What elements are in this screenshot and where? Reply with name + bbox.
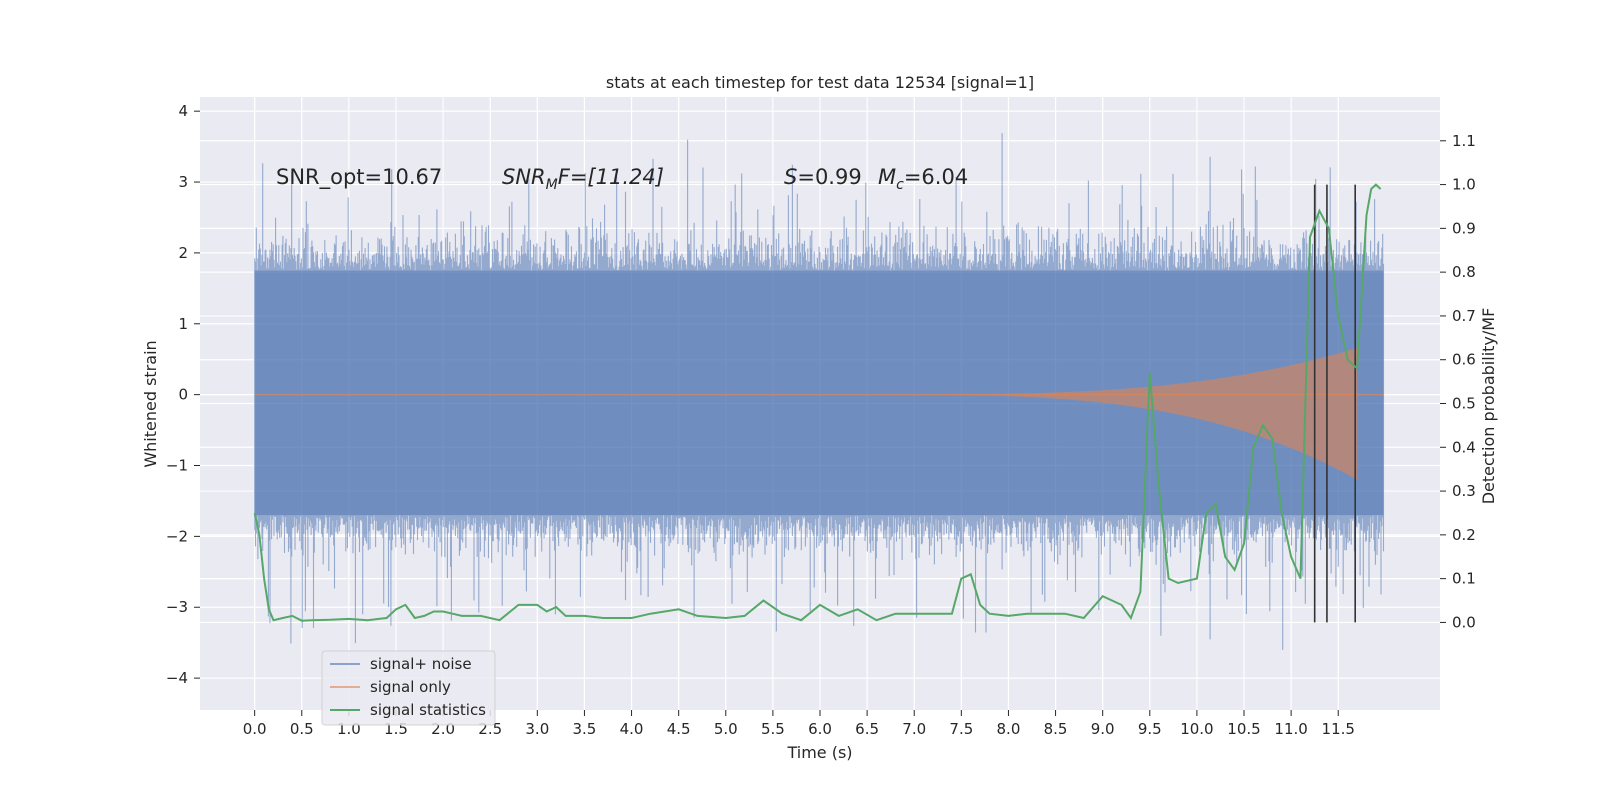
x-tick-label: 8.0 [997,720,1021,738]
x-tick-label: 7.5 [949,720,973,738]
vertical-lines [1313,184,1356,623]
y2-tick-label: 0.1 [1452,570,1476,588]
y-tick-label: 3 [178,173,188,191]
y-tick-label: −3 [166,598,188,616]
y2-tick-label: 0.5 [1452,395,1476,413]
x-tick-label: 0.5 [290,720,314,738]
signal-only-series [254,347,1384,480]
y-tick-label: 0 [178,386,188,404]
s-symbol: S [784,165,797,189]
snr-mf-value: F=[11.24] [558,165,664,189]
y2-tick-label: 0.6 [1452,351,1476,369]
annotation-snr-opt: SNR_opt=10.67 [276,165,442,190]
x-tick-label: 3.0 [525,720,549,738]
legend-label-signal-noise: signal+ noise [370,655,472,673]
x-tick-label: 6.5 [855,720,879,738]
x-tick-label: 6.0 [808,720,832,738]
signal-statistics-series [253,183,1382,622]
y2-tick-label: 0.7 [1452,307,1476,325]
legend-label-signal-statistics: signal statistics [370,701,486,719]
x-tick-label: 5.0 [714,720,738,738]
legend-label-signal-only: signal only [370,678,451,696]
x-tick-label: 4.0 [620,720,644,738]
x-tick-label: 9.0 [1091,720,1115,738]
x-tick-label: 0.0 [243,720,267,738]
y-axis-label: Whitened strain [141,340,160,467]
y2-tick-label: 0.8 [1452,263,1476,281]
x-tick-label: 7.0 [902,720,926,738]
y2-tick-label: 0.9 [1452,219,1476,237]
y2-tick-label: 0.0 [1452,613,1476,631]
y2-tick-labels: 0.0 0.1 0.2 0.3 0.4 0.5 0.6 0.7 0.8 0.9 1.0 1.1 [1440,132,1476,631]
y2-tick-label: 0.2 [1452,526,1476,544]
snr-mf-subscript: M [546,177,558,193]
s-value: =0.99 [797,165,861,189]
annotation-s: S=0.99 [784,165,862,189]
annotation-snr-mf: SNRMF=[11.24] [502,165,664,193]
snr-mf-symbol: SNR [502,165,546,189]
legend: signal+ noise signal only signal statist… [321,650,496,726]
y2-tick-label: 1.1 [1452,132,1476,150]
y-tick-label: −2 [166,527,188,545]
x-tick-label: 3.5 [573,720,597,738]
x-tick-label: 8.5 [1044,720,1068,738]
y2-tick-label: 0.3 [1452,482,1476,500]
y2-tick-label: 1.0 [1452,176,1476,194]
x-tick-label: 5.5 [761,720,785,738]
mc-subscript: c [896,177,904,193]
x-tick-label: 9.5 [1138,720,1162,738]
annotation-mc: Mc=6.04 [878,165,968,193]
signal-only-envelope [867,347,1358,480]
y-tick-labels: −4 −3 −2 −1 0 1 2 3 4 [166,102,200,687]
y2-tick-label: 0.4 [1452,438,1476,456]
y-tick-label: 1 [178,315,188,333]
x-tick-label: 11.0 [1274,720,1307,738]
x-tick-label: 11.5 [1322,720,1355,738]
y-tick-label: −4 [166,669,188,687]
signal-statistics-line [253,183,1382,622]
x-tick-label: 4.5 [667,720,691,738]
y2-axis-label: Detection probability/MF [1479,308,1498,505]
legend-box [321,650,496,726]
mc-symbol: M [878,165,896,189]
y-tick-label: 4 [178,102,188,120]
mc-value: =6.04 [904,165,968,189]
x-axis-label: Time (s) [786,743,852,762]
x-tick-label: 10.0 [1180,720,1213,738]
y-tick-label: 2 [178,244,188,262]
x-tick-label: 10.5 [1227,720,1260,738]
chart-title: stats at each timestep for test data 125… [606,73,1034,92]
y-tick-label: −1 [166,457,188,475]
